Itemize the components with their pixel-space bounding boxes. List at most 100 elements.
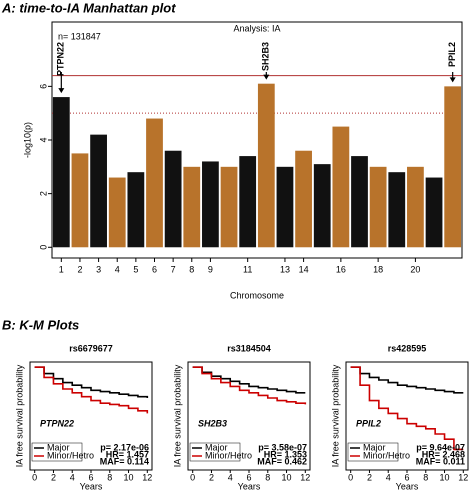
x-tick-label: 1 <box>59 264 64 274</box>
survival-curve <box>192 366 307 405</box>
subtitle: Analysis: IA <box>233 23 280 33</box>
survival-curve <box>350 366 464 394</box>
legend-label: Major <box>47 442 70 452</box>
y-tick-label: 2 <box>38 191 48 196</box>
snp-column <box>71 153 89 248</box>
x-tick-label: 2 <box>51 472 56 482</box>
legend-label: Minor/Hetro <box>205 450 252 460</box>
snp-column <box>407 166 424 248</box>
stat-label: HR= 1.353 <box>264 449 307 459</box>
x-tick-label: 13 <box>280 264 290 274</box>
y-axis-label: IA free survival probability <box>14 364 24 467</box>
x-tick-label: 11 <box>243 264 252 274</box>
snp-column <box>90 134 107 248</box>
stat-label: HR= 2.468 <box>422 449 465 459</box>
x-tick-label: 10 <box>124 472 134 482</box>
x-tick-label: 3 <box>96 264 101 274</box>
chart-title: rs428595 <box>388 343 427 353</box>
gene-label: SH2B3 <box>198 418 227 428</box>
legend-label: Major <box>205 442 228 452</box>
x-tick-label: 20 <box>410 264 420 274</box>
x-tick-label: 16 <box>336 264 346 274</box>
x-tick-label: 8 <box>423 472 428 482</box>
gene-label: PTPN22 <box>40 418 74 428</box>
survival-curve <box>192 366 306 394</box>
snp-column <box>257 83 275 248</box>
y-tick-label: 4 <box>38 137 48 142</box>
stat-label: p= 9.64e-07 <box>416 442 465 452</box>
gene-label: PTPN22 <box>56 42 66 76</box>
snp-column <box>108 177 126 248</box>
legend-frame <box>31 442 83 462</box>
x-axis-label: Years <box>396 481 419 491</box>
x-tick-label: 10 <box>440 472 450 482</box>
snp-column <box>295 150 312 248</box>
snp-column <box>183 166 201 248</box>
x-tick-label: 14 <box>299 264 309 274</box>
x-tick-label: 9 <box>208 264 213 274</box>
x-tick-label: 12 <box>300 472 310 482</box>
x-axis-label: Years <box>80 481 103 491</box>
snp-column <box>351 156 368 248</box>
stat-label: p= 2.17e-06 <box>100 442 149 452</box>
x-tick-label: 8 <box>189 264 194 274</box>
stat-label: HR= 1.457 <box>106 449 149 459</box>
y-tick-label: 0 <box>38 245 48 250</box>
x-tick-label: 2 <box>367 472 372 482</box>
snp-column <box>332 126 350 248</box>
y-axis-label: -log10(p) <box>22 122 32 158</box>
stat-label: MAF= 0.011 <box>416 456 465 466</box>
section-title: A: time-to-IA Manhattan plot <box>1 0 176 15</box>
legend-frame <box>189 442 241 462</box>
x-axis-label: Years <box>238 481 261 491</box>
x-tick-label: 6 <box>152 264 157 274</box>
x-tick-label: 6 <box>404 472 409 482</box>
x-tick-label: 6 <box>88 472 93 482</box>
survival-curve <box>34 366 149 398</box>
x-tick-label: 5 <box>133 264 138 274</box>
legend-frame <box>347 442 399 462</box>
survival-curve <box>350 366 464 451</box>
snp-column <box>220 166 238 248</box>
legend-label: Minor/Hetro <box>47 450 94 460</box>
stat-label: MAF= 0.114 <box>100 456 149 466</box>
snp-column <box>425 177 443 248</box>
y-axis-label: IA free survival probability <box>330 364 340 467</box>
legend-label: Major <box>363 442 386 452</box>
x-tick-label: 12 <box>142 472 152 482</box>
snp-column <box>127 172 145 248</box>
y-axis-label: IA free survival probability <box>172 364 182 467</box>
arrow-head <box>58 88 65 94</box>
x-tick-label: 4 <box>115 264 120 274</box>
stat-label: p= 3.58e-07 <box>258 442 307 452</box>
x-tick-label: 4 <box>228 472 233 482</box>
y-tick-label: 6 <box>38 84 48 89</box>
x-tick-label: 2 <box>77 264 82 274</box>
x-tick-label: 10 <box>282 472 292 482</box>
snp-column <box>276 166 294 248</box>
x-tick-label: 12 <box>458 472 468 482</box>
snp-column <box>313 164 331 248</box>
x-axis-label: Chromosome <box>230 290 284 300</box>
x-tick-label: 4 <box>386 472 391 482</box>
x-tick-label: 0 <box>348 472 353 482</box>
snp-column <box>52 97 70 248</box>
x-tick-label: 8 <box>107 472 112 482</box>
x-tick-label: 0 <box>190 472 195 482</box>
snp-column <box>388 172 406 248</box>
stat-label: MAF= 0.462 <box>257 456 307 466</box>
gene-label: PPIL2 <box>356 418 381 428</box>
x-tick-label: 6 <box>246 472 251 482</box>
gene-label: SH2B3 <box>261 42 271 71</box>
snp-column <box>202 161 219 248</box>
snp-column <box>239 156 257 248</box>
legend-label: Minor/Hetro <box>363 450 410 460</box>
survival-curve <box>34 366 149 414</box>
section-title: B: K-M Plots <box>2 317 79 332</box>
x-tick-label: 4 <box>70 472 75 482</box>
arrow-head <box>449 77 456 83</box>
gene-label: PPIL2 <box>447 42 457 67</box>
chart-title: rs6679677 <box>69 343 113 353</box>
x-tick-label: 2 <box>209 472 214 482</box>
